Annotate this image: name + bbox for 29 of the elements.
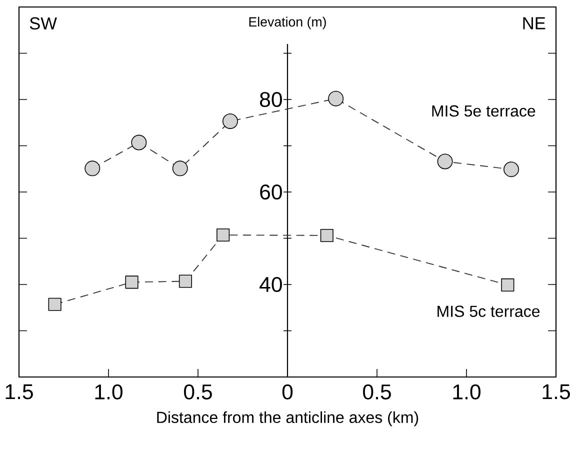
point xyxy=(320,228,334,242)
point xyxy=(504,162,519,178)
point xyxy=(48,298,62,311)
text: MIS 5e terrace xyxy=(432,105,536,117)
x-tick-label: 1.5 xyxy=(6,384,33,400)
x-tick-label: 1.0 xyxy=(453,384,480,400)
point xyxy=(131,134,147,150)
point xyxy=(501,278,514,292)
point xyxy=(328,90,344,106)
annotation: SW xyxy=(30,17,57,30)
x-tick-label: 0.5 xyxy=(363,384,391,400)
x-tick-label: 0 xyxy=(282,384,293,400)
annotation: NE xyxy=(523,17,546,30)
y-tick-label: 60 xyxy=(260,184,282,200)
point xyxy=(84,160,100,176)
point xyxy=(172,160,188,176)
point xyxy=(437,154,453,170)
point xyxy=(178,274,192,288)
x-tick-label: 1.5 xyxy=(542,384,570,400)
series-label: MIS 5c terrace xyxy=(438,306,540,317)
x-tick-label: 0.5 xyxy=(184,384,212,400)
x-tick-label: 1.0 xyxy=(95,384,122,400)
y-tick-label: 40 xyxy=(260,276,282,292)
y-axis-title: Elevation (m) xyxy=(249,16,326,30)
point xyxy=(216,228,230,242)
y-tick-label: 80 xyxy=(260,92,282,108)
x-axis-title: Distance from the anticline axes (km) xyxy=(157,411,418,426)
point xyxy=(222,114,238,129)
point xyxy=(125,276,138,289)
